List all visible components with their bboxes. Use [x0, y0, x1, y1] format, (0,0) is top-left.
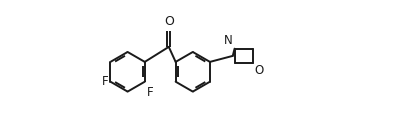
- Text: O: O: [164, 15, 174, 28]
- Text: N: N: [224, 34, 233, 47]
- Text: O: O: [254, 64, 264, 77]
- Text: F: F: [147, 86, 154, 99]
- Text: F: F: [101, 75, 108, 88]
